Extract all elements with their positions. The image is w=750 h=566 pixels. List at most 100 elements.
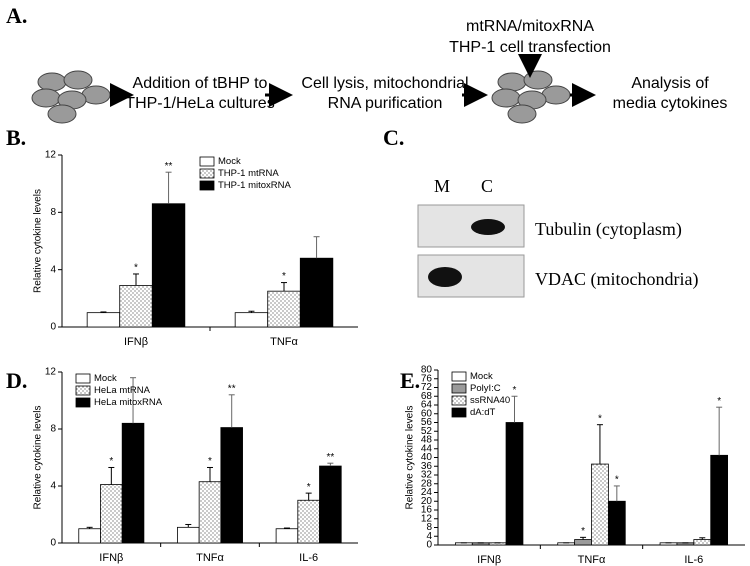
y-tick-label: 12 bbox=[45, 367, 57, 378]
y-tick-label: 40 bbox=[421, 452, 433, 463]
y-tick-label: 72 bbox=[421, 382, 433, 393]
legend-label: Mock bbox=[218, 156, 241, 167]
x-tick-label: TNFα bbox=[578, 554, 606, 566]
y-tick-label: 20 bbox=[421, 496, 433, 507]
panel-letter: D. bbox=[6, 368, 27, 393]
panel-letter: B. bbox=[6, 125, 26, 150]
bar bbox=[297, 499, 320, 544]
bar bbox=[505, 422, 524, 546]
legend-label: PolyI:C bbox=[470, 383, 501, 394]
significance: * bbox=[581, 526, 585, 537]
x-tick-label: TNFα bbox=[196, 552, 224, 564]
bar bbox=[275, 528, 299, 544]
bar bbox=[267, 290, 301, 328]
y-tick-label: 44 bbox=[421, 443, 433, 454]
bar bbox=[319, 465, 342, 544]
x-tick-label: IL-6 bbox=[299, 552, 318, 564]
y-tick-label: 68 bbox=[421, 391, 433, 402]
y-tick-label: 8 bbox=[426, 522, 432, 533]
bar bbox=[607, 500, 626, 546]
blot-band bbox=[428, 267, 462, 287]
bar bbox=[78, 528, 101, 544]
y-tick-label: 32 bbox=[421, 470, 433, 481]
blot-band bbox=[471, 219, 505, 235]
bar bbox=[710, 454, 729, 546]
bar bbox=[198, 481, 222, 544]
step-text: THP-1/HeLa cultures bbox=[125, 95, 274, 112]
legend-swatch bbox=[199, 168, 215, 179]
significance: * bbox=[134, 263, 138, 274]
y-tick-label: 4 bbox=[50, 481, 56, 492]
bar bbox=[86, 312, 121, 328]
y-tick-label: 8 bbox=[50, 207, 56, 218]
step-text: RNA purification bbox=[328, 95, 443, 112]
legend-swatch bbox=[199, 180, 215, 191]
legend-swatch bbox=[451, 407, 467, 418]
legend-label: dA:dT bbox=[470, 407, 496, 418]
bar bbox=[100, 484, 123, 544]
step-text: Addition of tBHP to bbox=[133, 75, 268, 92]
bar bbox=[151, 203, 186, 328]
y-tick-label: 28 bbox=[421, 478, 433, 489]
legend-swatch bbox=[75, 385, 91, 396]
y-axis-label: Relative cytokine levels bbox=[405, 406, 416, 510]
bar bbox=[177, 526, 200, 544]
bar bbox=[121, 422, 145, 544]
y-tick-label: 76 bbox=[421, 373, 433, 384]
x-tick-label: IFNβ bbox=[477, 554, 501, 566]
x-tick-label: IFNβ bbox=[124, 336, 148, 348]
panel-letter: A. bbox=[6, 3, 27, 28]
y-tick-label: 4 bbox=[50, 264, 56, 275]
bar bbox=[299, 257, 334, 328]
y-axis-label: Relative cytokine levels bbox=[33, 189, 44, 293]
legend-swatch bbox=[451, 371, 467, 382]
legend-swatch bbox=[451, 395, 467, 406]
legend-label: Mock bbox=[470, 371, 493, 382]
step-text: THP-1 cell transfection bbox=[449, 39, 611, 56]
cell-cluster bbox=[491, 70, 571, 124]
significance: * bbox=[307, 482, 311, 493]
cell-cluster bbox=[31, 70, 111, 124]
band-label: Tubulin (cytoplasm) bbox=[535, 219, 682, 240]
panel-letter: E. bbox=[400, 368, 420, 393]
y-tick-label: 56 bbox=[421, 417, 433, 428]
step-text: Cell lysis, mitochondrial bbox=[301, 75, 468, 92]
band-label: VDAC (mitochondria) bbox=[535, 269, 698, 290]
step-text: mtRNA/mitoxRNA bbox=[466, 18, 594, 35]
y-tick-label: 0 bbox=[50, 538, 56, 549]
x-tick-label: TNFα bbox=[270, 336, 298, 348]
legend-swatch bbox=[199, 156, 215, 167]
step-text: media cytokines bbox=[613, 95, 728, 112]
significance: * bbox=[513, 385, 517, 396]
significance: ** bbox=[228, 383, 236, 394]
significance: * bbox=[208, 456, 212, 467]
y-tick-label: 36 bbox=[421, 461, 433, 472]
y-tick-label: 80 bbox=[421, 365, 433, 376]
significance: * bbox=[615, 475, 619, 486]
y-tick-label: 12 bbox=[421, 513, 433, 524]
x-tick-label: IL-6 bbox=[684, 554, 703, 566]
step-text: Analysis of bbox=[631, 75, 709, 92]
legend-swatch bbox=[451, 383, 467, 394]
y-tick-label: 52 bbox=[421, 426, 433, 437]
legend-label: ssRNA40 bbox=[470, 395, 510, 406]
y-tick-label: 4 bbox=[426, 531, 432, 542]
y-tick-label: 24 bbox=[421, 487, 433, 498]
significance: ** bbox=[326, 452, 334, 463]
y-tick-label: 8 bbox=[50, 424, 56, 435]
legend-label: THP-1 mitoxRNA bbox=[218, 180, 292, 191]
significance: ** bbox=[165, 161, 173, 172]
legend-label: Mock bbox=[94, 373, 117, 384]
legend-label: HeLa mitoxRNA bbox=[94, 397, 163, 408]
bar bbox=[234, 312, 269, 328]
y-tick-label: 16 bbox=[421, 505, 433, 516]
y-axis-label: Relative cytokine levels bbox=[33, 406, 44, 510]
legend-swatch bbox=[75, 397, 91, 408]
legend-label: THP-1 mtRNA bbox=[218, 168, 279, 179]
significance: * bbox=[109, 456, 113, 467]
bar bbox=[574, 539, 592, 546]
lane-label: M bbox=[434, 176, 450, 196]
y-tick-label: 0 bbox=[50, 322, 56, 333]
blot bbox=[417, 204, 525, 248]
